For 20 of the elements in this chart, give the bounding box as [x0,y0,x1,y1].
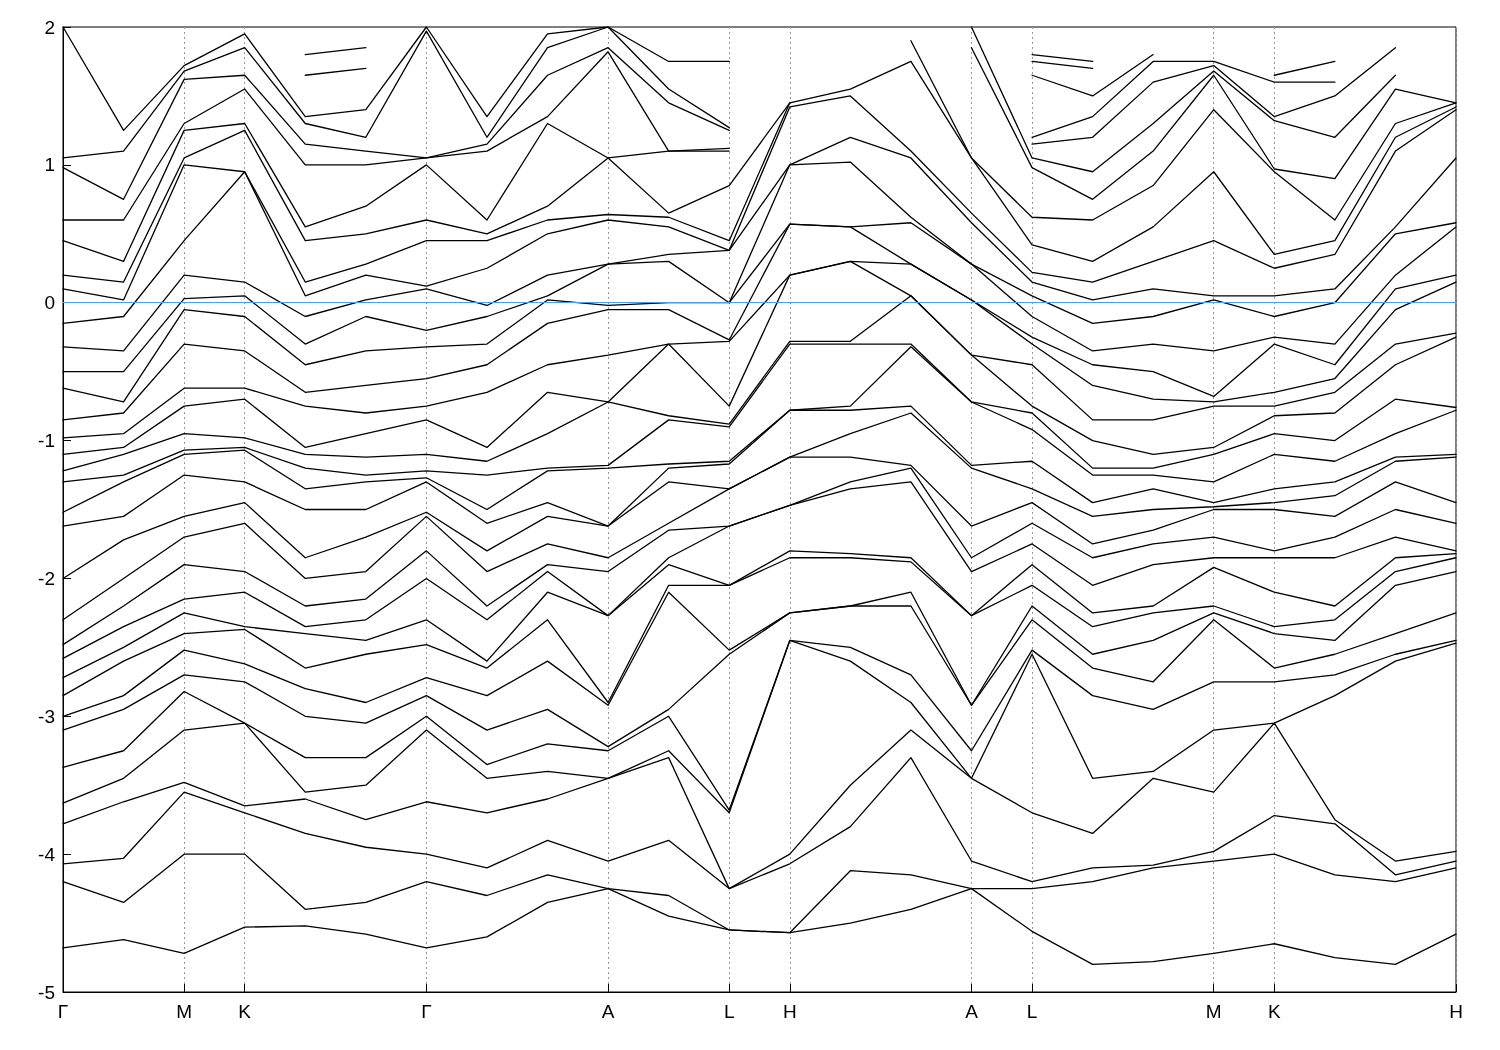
y-tick-label: -5 [38,981,55,1003]
y-tick-label: -4 [38,843,56,865]
x-tick-label: L [723,1001,735,1022]
x-tick-label: H [1449,1001,1463,1022]
x-tick-label: K [1267,1001,1281,1022]
y-tick-label: -3 [38,705,55,727]
x-tick-label: M [176,1001,193,1022]
y-tick-label: 1 [44,154,55,176]
x-tick-label: M [1205,1001,1222,1022]
x-tick-label: K [238,1001,252,1022]
x-tick-label: L [1026,1001,1038,1022]
x-tick-label: Γ [57,1001,69,1022]
x-tick-label: H [782,1001,797,1022]
x-tick-label: Γ [421,1001,432,1022]
y-tick-label: -2 [38,567,55,589]
y-tick-label: -1 [38,430,55,452]
y-tick-label: 2 [44,16,55,38]
y-tick-label: 0 [44,292,55,314]
x-tick-label: A [965,1001,979,1022]
x-tick-label: A [601,1001,615,1022]
